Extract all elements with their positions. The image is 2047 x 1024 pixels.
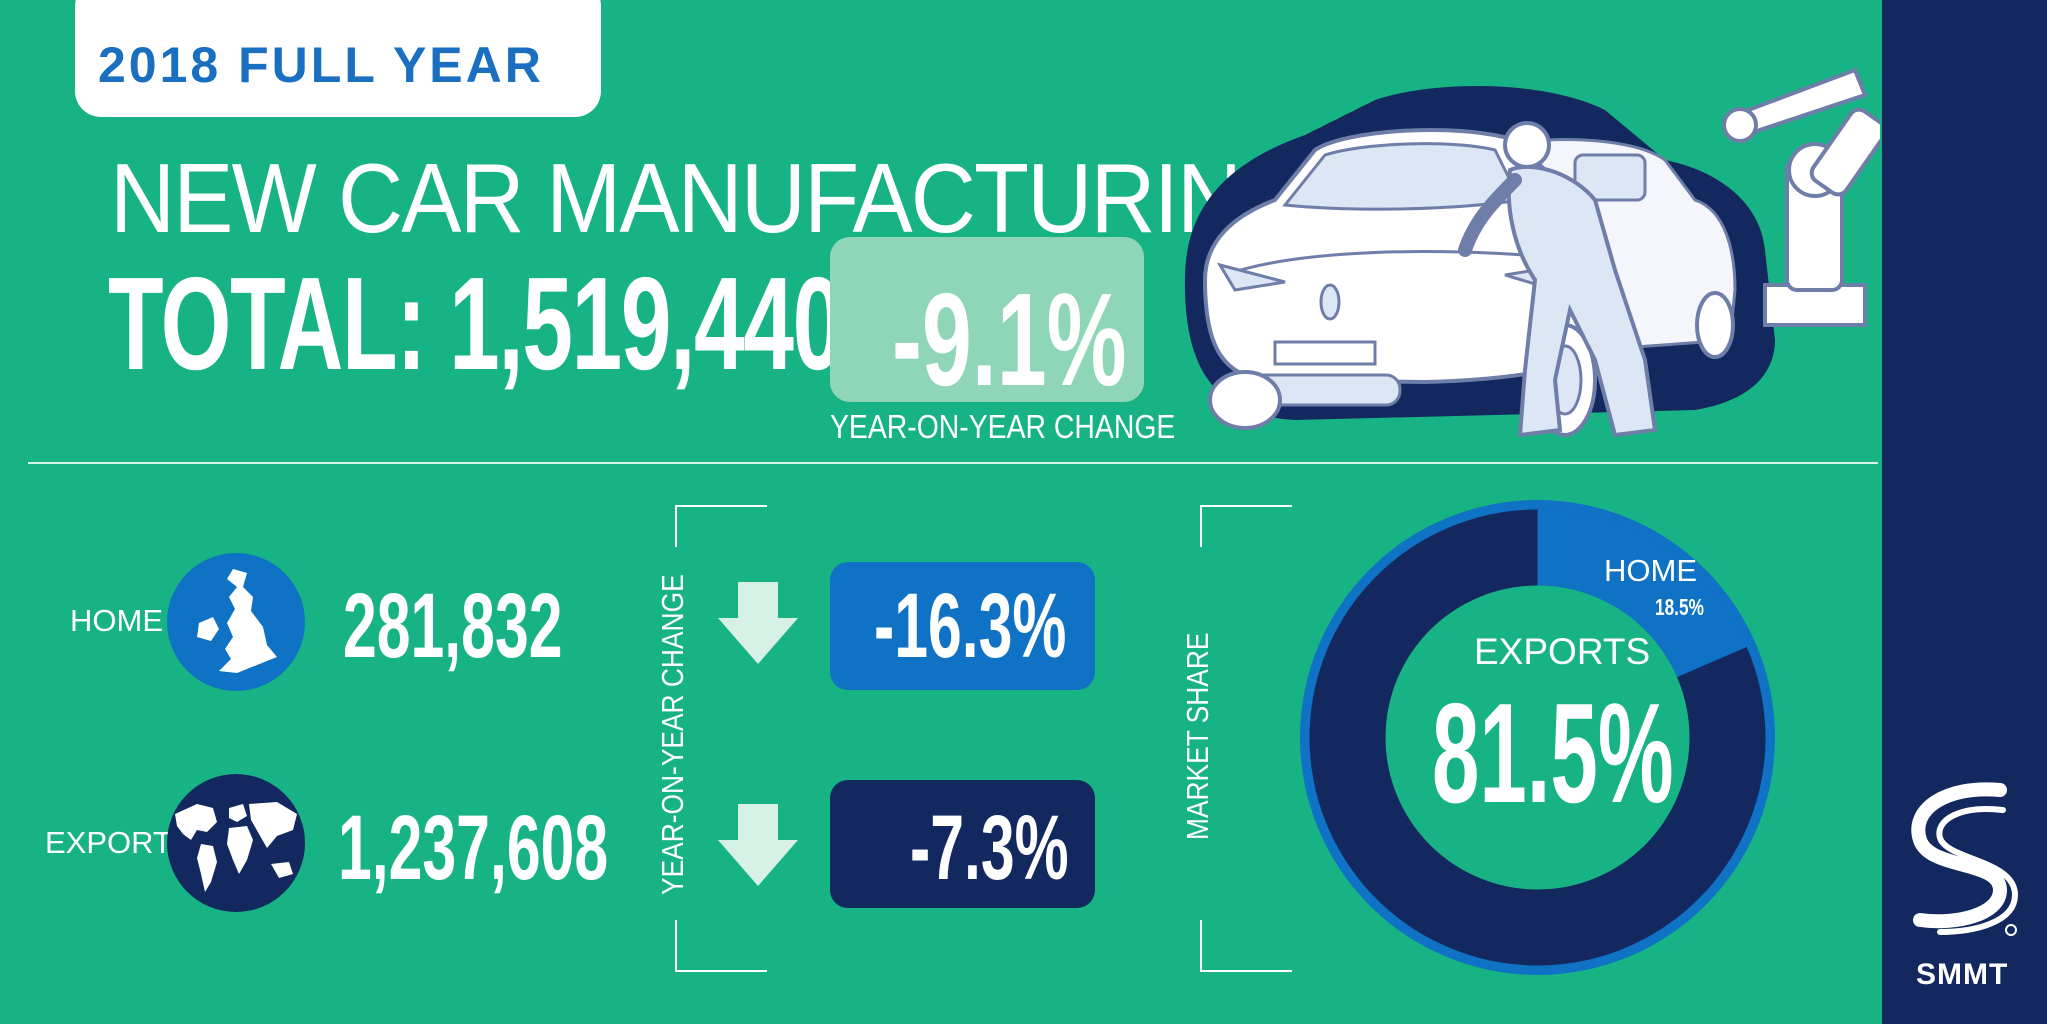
share-bracket-left-top (1200, 505, 1202, 547)
home-production-value: 281,832 (343, 575, 563, 677)
total-change-value: -9.1% (892, 266, 1127, 413)
market-share-label: MARKET SHARE (1180, 632, 1215, 840)
market-share-donut (1300, 500, 1775, 975)
down-arrow-icon (718, 582, 798, 664)
smmt-brand-name: SMMT (1916, 958, 2009, 991)
total-production: TOTAL: 1,519,440 (108, 250, 843, 397)
page-title: NEW CAR MANUFACTURING (110, 143, 1310, 253)
down-arrow-icon (718, 804, 798, 886)
home-change-value: -16.3% (874, 575, 1067, 677)
export-label: EXPORT (45, 825, 172, 860)
yoy-vertical-label: YEAR-ON-YEAR CHANGE (655, 574, 690, 895)
home-change-box (830, 562, 1095, 690)
donut-home-value: 18.5% (1655, 594, 1704, 620)
yoy-bracket-left-bottom (675, 920, 677, 972)
year-badge (75, 0, 601, 117)
yoy-bracket-top (675, 505, 767, 507)
uk-map-icon (167, 553, 305, 691)
export-change-value: -7.3% (910, 797, 1069, 899)
section-divider (28, 462, 1878, 464)
donut-hole (1385, 585, 1690, 890)
export-change-box (830, 780, 1095, 908)
world-map-icon (167, 774, 305, 912)
share-bracket-left-bottom (1200, 920, 1202, 972)
donut-home-label: HOME (1604, 553, 1697, 588)
donut-exports-value: 81.5% (1432, 674, 1674, 833)
total-change-box (830, 237, 1144, 402)
total-change-label: YEAR-ON-YEAR CHANGE (830, 408, 1176, 445)
share-bracket-top (1200, 505, 1292, 507)
year-badge-label: 2018 FULL YEAR (98, 37, 544, 93)
home-label: HOME (70, 603, 163, 638)
car-factory-illustration (1184, 67, 1880, 438)
smmt-logo-icon (1911, 782, 2019, 936)
donut-exports-label: EXPORTS (1474, 631, 1651, 672)
share-bracket-bottom (1200, 970, 1292, 972)
yoy-bracket-bottom (675, 970, 767, 972)
yoy-bracket-left-top (675, 505, 677, 547)
export-production-value: 1,237,608 (338, 797, 609, 899)
